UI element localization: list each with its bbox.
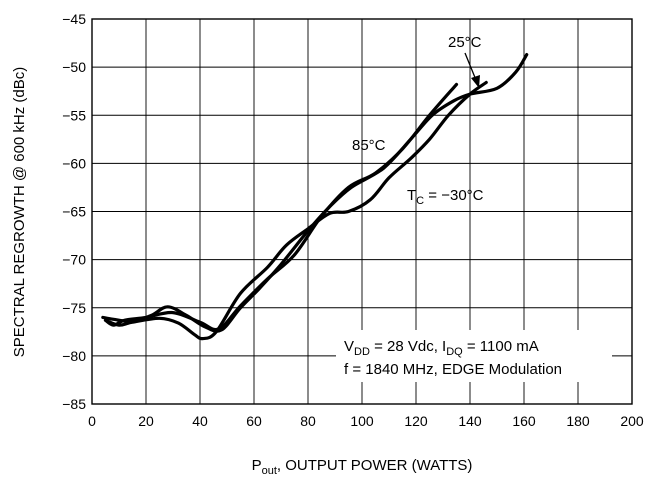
y-tick-label: −60 [62,155,86,171]
label-85c: 85°C [352,137,386,154]
conditions-line-1: VDD = 28 Vdc, IDQ = 1100 mA [344,338,539,358]
annotation-arrow-head [471,75,480,88]
series-line-tc-minus30c [103,80,488,341]
x-tick-label: 100 [350,413,374,429]
x-tick-label: 80 [300,413,316,429]
y-tick-label: −85 [62,396,86,412]
y-tick-labels: −45 −50 −55 −60 −65 −70 −75 −80 −85 [62,11,86,412]
series-line-85c [103,82,459,332]
y-tick-label: −55 [62,107,86,123]
y-axis-label: SPECTRAL REGROWTH @ 600 kHz (dBc) [11,67,28,358]
y-tick-label: −45 [62,11,86,27]
label-tc-minus30: TC = −30°C [407,187,484,207]
x-tick-label: 0 [88,413,96,429]
conditions-box [336,330,612,382]
x-tick-label: 160 [512,413,536,429]
x-tick-label: 20 [138,413,154,429]
conditions-line-2: f = 1840 MHz, EDGE Modulation [344,361,562,378]
x-tick-label: 40 [192,413,208,429]
y-tick-label: −65 [62,204,86,220]
x-tick-label: 200 [620,413,644,429]
label-25c: 25°C [448,34,482,51]
y-tick-label: −80 [62,348,86,364]
y-tick-label: −50 [62,59,86,75]
y-tick-label: −75 [62,300,86,316]
x-tick-label: 180 [566,413,590,429]
x-tick-labels: 0 20 40 60 80 100 120 140 160 180 200 [88,413,644,429]
plot-frame [91,18,633,405]
x-tick-label: 140 [458,413,482,429]
x-axis-label: Pout, OUTPUT POWER (WATTS) [252,457,473,477]
y-tick-label: −70 [62,252,86,268]
annotation-arrow-line [464,52,477,81]
x-tick-label: 60 [246,413,262,429]
series-line-25c [101,53,529,333]
series-lines [101,53,529,341]
x-tick-label: 120 [404,413,428,429]
